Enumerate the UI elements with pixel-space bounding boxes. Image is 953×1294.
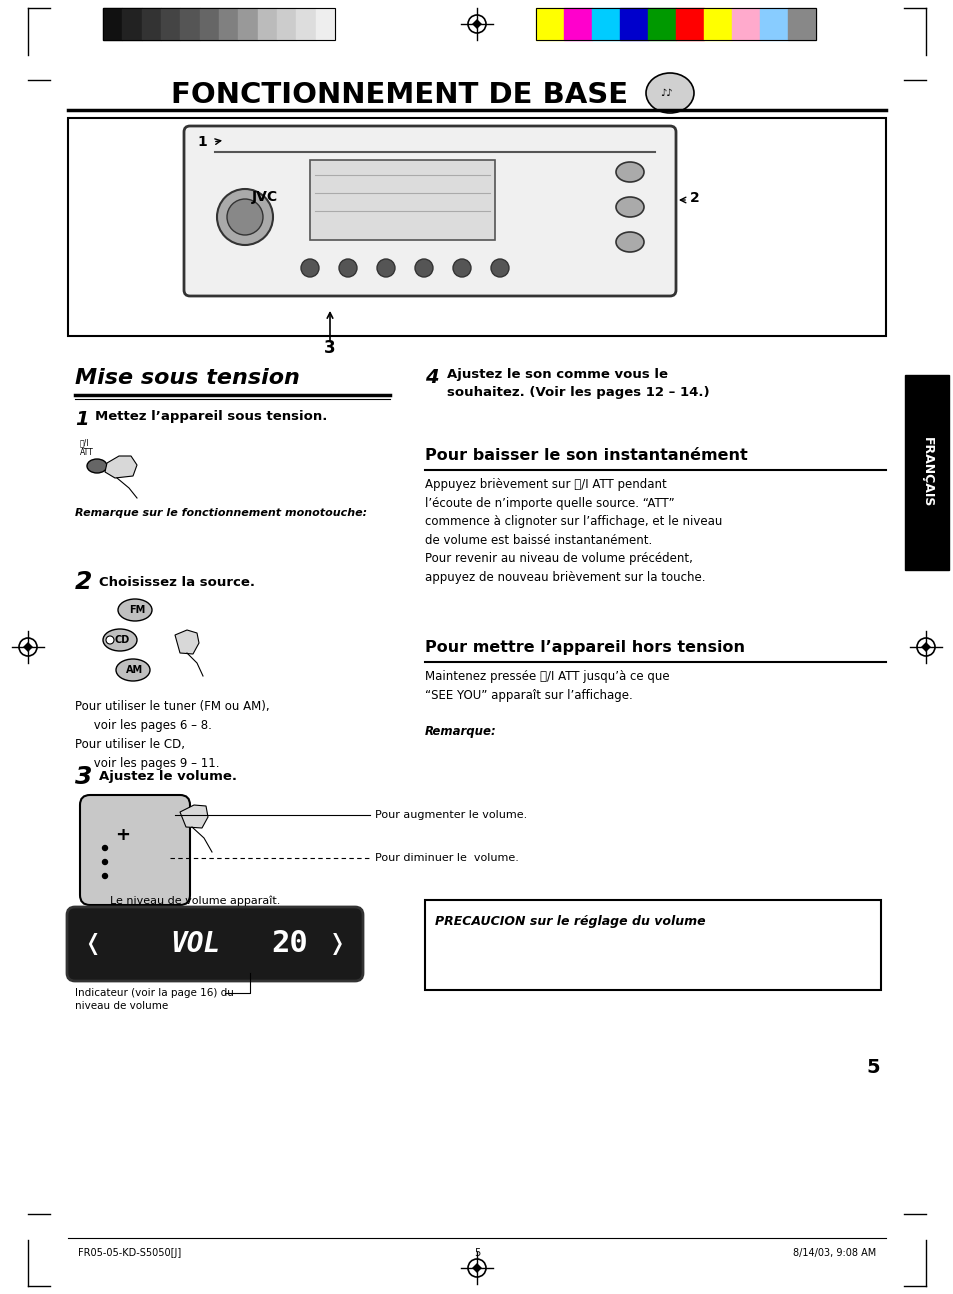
Text: FRANÇAIS: FRANÇAIS (920, 437, 933, 507)
Bar (68, 118, 885, 336)
Circle shape (102, 859, 108, 864)
Polygon shape (174, 630, 199, 653)
Ellipse shape (616, 197, 643, 217)
Text: Appuyez brièvement sur ⏻/I ATT pendant
l’écoute de n’importe quelle source. “ATT: Appuyez brièvement sur ⏻/I ATT pendant l… (424, 477, 721, 584)
Text: Pour diminuer le  volume.: Pour diminuer le volume. (375, 853, 518, 863)
Text: VOL: VOL (170, 930, 220, 958)
Text: 1: 1 (197, 135, 207, 149)
Text: Mettez l’appareil sous tension.: Mettez l’appareil sous tension. (95, 410, 327, 423)
Ellipse shape (118, 599, 152, 621)
Polygon shape (180, 805, 208, 828)
Text: 20: 20 (272, 929, 308, 959)
Bar (904, 375, 948, 569)
Ellipse shape (616, 162, 643, 182)
Text: 2: 2 (75, 569, 92, 594)
Polygon shape (105, 455, 137, 477)
Text: FM: FM (129, 606, 145, 615)
Circle shape (491, 259, 509, 277)
Ellipse shape (116, 659, 150, 681)
Ellipse shape (645, 72, 693, 113)
Bar (536, 8, 563, 40)
Bar (141, 8, 161, 40)
Bar (760, 8, 787, 40)
Bar (103, 8, 335, 40)
Circle shape (415, 259, 433, 277)
Text: Ajustez le son comme vous le
souhaitez. (Voir les pages 12 – 14.): Ajustez le son comme vous le souhaitez. … (447, 367, 709, 399)
Bar (219, 8, 238, 40)
Bar (276, 8, 296, 40)
Bar (296, 8, 315, 40)
Bar (238, 8, 257, 40)
Bar (787, 8, 815, 40)
Bar (199, 8, 219, 40)
Text: Remarque:: Remarque: (424, 725, 497, 738)
Bar (315, 8, 335, 40)
Ellipse shape (87, 459, 107, 474)
Text: Mise sous tension: Mise sous tension (75, 367, 299, 388)
Circle shape (102, 845, 108, 850)
Ellipse shape (103, 629, 137, 651)
Polygon shape (23, 642, 33, 652)
Text: Indicateur (voir la page 16) du
niveau de volume: Indicateur (voir la page 16) du niveau d… (75, 989, 233, 1011)
Bar (257, 8, 276, 40)
Text: AM: AM (127, 665, 143, 675)
Polygon shape (920, 642, 930, 652)
Circle shape (453, 259, 471, 277)
Polygon shape (472, 1263, 481, 1273)
Text: FR05-05-KD-S5050[J]: FR05-05-KD-S5050[J] (78, 1247, 181, 1258)
Bar (731, 8, 760, 40)
Circle shape (106, 635, 113, 644)
Text: JVC: JVC (252, 190, 277, 204)
Circle shape (227, 199, 263, 236)
Bar (703, 8, 731, 40)
Text: ❭: ❭ (327, 933, 346, 955)
Bar (103, 8, 122, 40)
FancyBboxPatch shape (184, 126, 676, 296)
Ellipse shape (616, 232, 643, 252)
Circle shape (301, 259, 318, 277)
Bar (180, 8, 199, 40)
Bar (122, 8, 141, 40)
Text: 3: 3 (75, 765, 92, 789)
Text: 5: 5 (865, 1058, 879, 1077)
Bar (310, 160, 495, 239)
Bar (424, 901, 880, 990)
Bar (647, 8, 676, 40)
Text: Choisissez la source.: Choisissez la source. (99, 576, 254, 589)
Text: 3: 3 (324, 339, 335, 357)
Text: 1: 1 (75, 410, 89, 430)
Circle shape (338, 259, 356, 277)
Text: Le niveau de volume apparaît.: Le niveau de volume apparaît. (110, 895, 280, 906)
Text: ❬: ❬ (84, 933, 102, 955)
FancyBboxPatch shape (67, 907, 363, 981)
Bar (563, 8, 592, 40)
Polygon shape (472, 19, 481, 28)
Text: ♪♪: ♪♪ (659, 88, 672, 98)
Bar (676, 8, 703, 40)
Text: CD: CD (114, 635, 130, 644)
Bar (619, 8, 647, 40)
Text: +: + (115, 826, 131, 844)
Bar (161, 8, 180, 40)
Text: 8/14/03, 9:08 AM: 8/14/03, 9:08 AM (792, 1247, 875, 1258)
Text: Pour mettre l’appareil hors tension: Pour mettre l’appareil hors tension (424, 641, 744, 655)
Text: Remarque sur le fonctionnement monotouche:: Remarque sur le fonctionnement monotouch… (75, 509, 367, 518)
Text: 4: 4 (424, 367, 438, 387)
Text: 2: 2 (689, 192, 699, 204)
Circle shape (102, 873, 108, 879)
Circle shape (216, 189, 273, 245)
Text: Maintenez pressée ⏻/I ATT jusqu’à ce que
“SEE YOU” apparaît sur l’affichage.: Maintenez pressée ⏻/I ATT jusqu’à ce que… (424, 670, 669, 701)
Text: FONCTIONNEMENT DE BASE: FONCTIONNEMENT DE BASE (172, 82, 628, 109)
Text: ⏻/I
ATT: ⏻/I ATT (80, 437, 93, 457)
Bar (536, 8, 815, 40)
Text: 5: 5 (474, 1247, 479, 1258)
Text: Ajustez le volume.: Ajustez le volume. (99, 770, 236, 783)
Circle shape (376, 259, 395, 277)
Bar (592, 8, 619, 40)
Text: Pour utiliser le tuner (FM ou AM),
     voir les pages 6 – 8.
Pour utiliser le C: Pour utiliser le tuner (FM ou AM), voir … (75, 700, 270, 770)
FancyBboxPatch shape (80, 795, 190, 905)
Text: Pour augmenter le volume.: Pour augmenter le volume. (375, 810, 527, 820)
Text: Pour baisser le son instantanément: Pour baisser le son instantanément (424, 448, 747, 463)
Text: PRECAUCION sur le réglage du volume: PRECAUCION sur le réglage du volume (435, 915, 705, 928)
